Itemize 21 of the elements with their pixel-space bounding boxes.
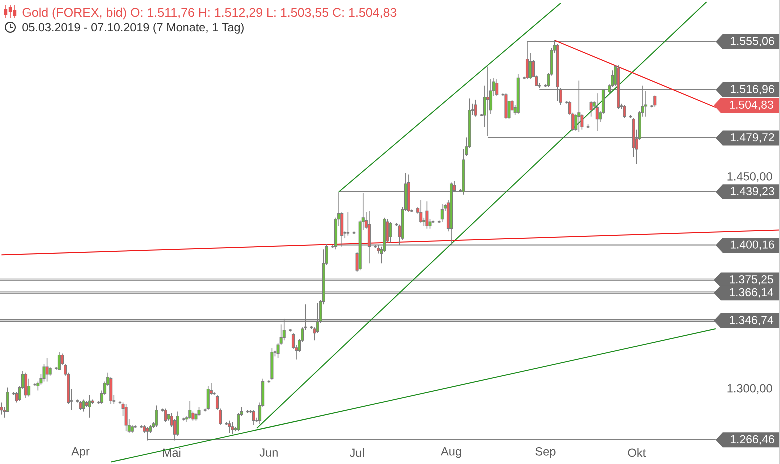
x-tick-label: Aug <box>441 448 462 458</box>
annotation: 1.504,83 <box>730 100 774 110</box>
data-label: 1.439,23 <box>730 187 774 197</box>
data-label: 1.516,96 <box>730 85 774 95</box>
data-label: 1.266,46 <box>730 435 774 445</box>
ref-line-label: 1.346,74 <box>730 316 774 326</box>
text: 05.03.2019 - 07.10.2019 (7 Monate, 1 Tag) <box>22 23 244 34</box>
y-tick-label: 1.300,00 <box>728 384 772 394</box>
x-tick-label: Sep <box>536 447 556 458</box>
data-label: 1.479,72 <box>730 133 774 143</box>
ref-line-label: 1.375,25 <box>730 276 774 286</box>
x-tick-label: Okt <box>628 448 646 458</box>
text: Gold (FOREX, bid) O: 1.511,76 H: 1.512,29 L: 1.503,55 C: 1.504,83 <box>22 8 397 20</box>
y-tick-label: 1.450,00 <box>728 172 772 182</box>
x-tick-label: Jul <box>350 448 364 458</box>
data-label: 1.400,16 <box>730 240 774 250</box>
data-label: 1.555,06 <box>730 37 774 47</box>
ref-line-label: 1.366,14 <box>730 288 774 298</box>
x-tick-label: Mai <box>163 448 181 458</box>
x-tick-label: Apr <box>72 448 90 458</box>
x-tick-label: Jun <box>260 448 278 457</box>
